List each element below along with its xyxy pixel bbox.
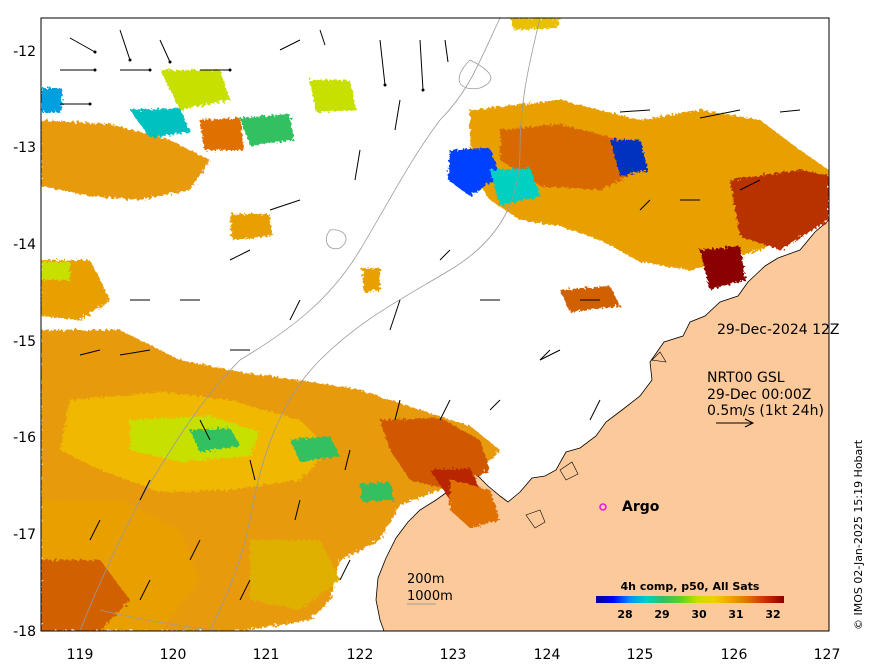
scale-label: 0.5m/s (1kt 24h) [707, 403, 824, 419]
colorbar-gradient [596, 596, 784, 603]
isobath-lines [79, 18, 541, 631]
island [525, 509, 546, 529]
y-tick-label: -17 [13, 527, 36, 543]
x-axis: 119 120 121 122 123 124 125 126 127 [67, 647, 841, 663]
x-tick-label: 121 [253, 647, 280, 663]
colorbar-tick: 31 [728, 608, 743, 621]
argo-label: Argo [622, 499, 660, 515]
current-vectors [60, 29, 801, 601]
y-tick-label: -15 [13, 334, 36, 350]
x-tick-label: 120 [160, 647, 187, 663]
island [651, 351, 667, 363]
scale-arrow [716, 418, 755, 428]
x-tick-label: 122 [347, 647, 374, 663]
colorbar-tick: 30 [691, 608, 707, 621]
isobath-200-label: 200m [407, 572, 444, 587]
x-tick-label: 119 [67, 647, 94, 663]
credit-label: © IMOS 02-Jan-2025 15:19 Hobart [852, 439, 865, 630]
x-tick-label: 125 [627, 647, 654, 663]
y-tick-label: -13 [13, 140, 36, 156]
island [559, 461, 579, 481]
land-mass [375, 219, 829, 631]
colorbar-title: 4h comp, p50, All Sats [621, 580, 760, 593]
current-time-label: 29-Dec 00:00Z [707, 387, 811, 403]
y-axis: -12 -13 -14 -15 -16 -17 -18 [13, 44, 36, 640]
x-tick-label: 124 [534, 647, 561, 663]
y-tick-label: -14 [13, 237, 36, 253]
colorbar-tick: 29 [654, 608, 669, 621]
colorbar-tick: 28 [617, 608, 632, 621]
isobath-1000-label: 1000m [407, 589, 453, 604]
date-label: 29-Dec-2024 12Z [717, 322, 840, 338]
y-tick-label: -12 [13, 44, 36, 60]
plot-frame [40, 17, 830, 632]
colorbar: 4h comp, p50, All Sats 28 29 30 31 32 [596, 580, 784, 621]
y-tick-label: -18 [13, 624, 36, 640]
y-tick-label: -16 [13, 430, 36, 446]
current-vectors-heads [88, 50, 425, 106]
sst-layer [41, 18, 829, 631]
argo-float-marker[interactable] [599, 503, 607, 511]
x-tick-label: 123 [440, 647, 467, 663]
x-tick-label: 126 [721, 647, 748, 663]
colorbar-tick: 32 [765, 608, 780, 621]
x-tick-label: 127 [814, 647, 841, 663]
current-source-label: NRT00 GSL [707, 370, 785, 386]
